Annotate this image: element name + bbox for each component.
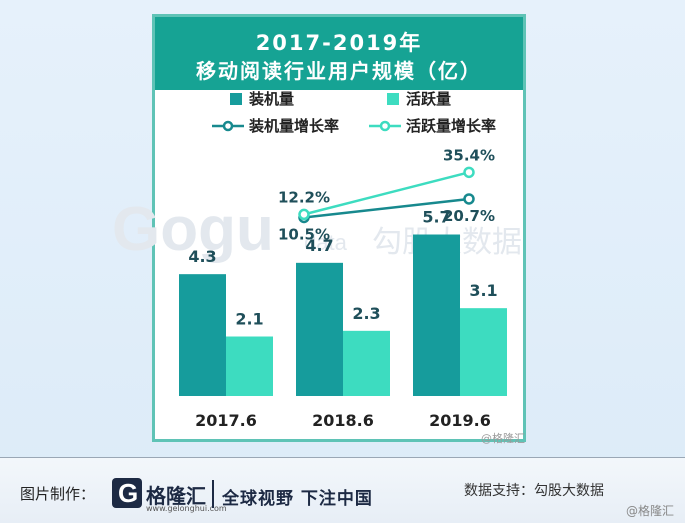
x-tick-label: 2019.6: [429, 411, 491, 430]
bar-label-active: 2.1: [235, 310, 263, 329]
chart-svg: Gogudata勾股大数据4.32.12017.64.72.32018.65.7…: [112, 90, 522, 430]
bar-label-install: 4.3: [188, 247, 216, 266]
growth-label-install: 20.7%: [443, 207, 495, 225]
footer-separator: [212, 480, 214, 508]
chart-title: 2017-2019年: [255, 31, 423, 55]
legend-label-install: 装机量: [248, 90, 294, 108]
chart-subtitle: 移动阅读行业用户规模（亿）: [196, 59, 482, 83]
watermark-suffix: data: [304, 230, 348, 255]
bar-install: [413, 234, 460, 396]
growth-point-active: [463, 166, 475, 179]
bar-install: [296, 262, 343, 396]
brand-logo-letter: G: [118, 478, 139, 508]
maker-label: 图片制作：: [20, 485, 96, 503]
legend-swatch-active: [387, 93, 399, 105]
legend-label-install-growth: 装机量增长率: [248, 117, 339, 135]
legend-label-active-growth: 活跃量增长率: [406, 117, 496, 135]
footer-watermark: @格隆汇: [626, 504, 675, 518]
growth-line-active: [303, 171, 470, 216]
title-band: 2017-2019年 移动阅读行业用户规模（亿）: [155, 17, 523, 90]
legend-swatch-install: [230, 93, 242, 105]
card-watermark: @格隆汇: [481, 432, 525, 445]
growth-point-active: [298, 208, 310, 221]
growth-line-install: [303, 197, 470, 219]
bar-label-active: 3.1: [469, 281, 497, 300]
bar-label-install: 5.7: [422, 208, 450, 227]
watermark-brand: Gogu: [112, 195, 274, 264]
brand-name: 格隆汇: [146, 484, 206, 508]
brand-url: www.gelonghui.com: [146, 504, 227, 513]
footer: 图片制作： G 格隆汇 www.gelonghui.com 全球视野 下注中国 …: [0, 458, 685, 523]
bar-active: [460, 308, 507, 396]
bar-label-install: 4.7: [305, 236, 333, 255]
slogan: 全球视野 下注中国: [222, 489, 373, 509]
growth-point-install: [463, 193, 475, 205]
bar-install: [179, 274, 226, 396]
bar-active: [226, 336, 273, 396]
bar-label-active: 2.3: [352, 304, 380, 323]
legend-marker-active: [379, 120, 391, 132]
x-tick-label: 2017.6: [195, 411, 257, 430]
growth-label-install: 10.5%: [278, 225, 330, 243]
x-tick-label: 2018.6: [312, 411, 374, 430]
growth-label-active: 35.4%: [443, 146, 495, 164]
brand-logo-icon: [112, 478, 142, 508]
bar-active: [343, 330, 390, 396]
footer-divider: [0, 457, 685, 458]
data-support: 数据支持：勾股大数据: [464, 483, 604, 499]
legend-label-active: 活跃量: [406, 90, 451, 108]
legend-marker-install: [222, 120, 234, 132]
growth-label-active: 12.2%: [278, 188, 330, 206]
